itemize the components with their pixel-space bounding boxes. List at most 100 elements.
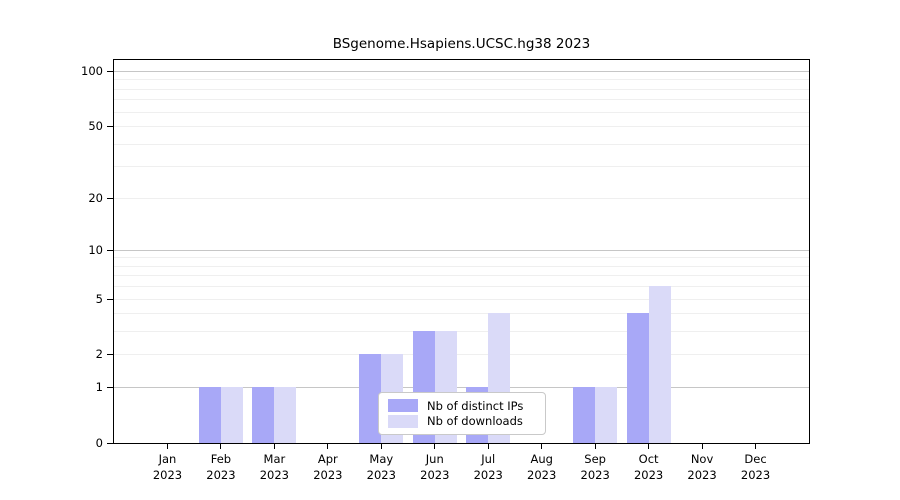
y-tick-label: 2 — [95, 347, 103, 362]
gridline — [114, 387, 809, 389]
x-label-year: 2023 — [366, 467, 396, 482]
x-label-month: Dec — [744, 452, 767, 466]
x-label-year: 2023 — [152, 467, 183, 482]
x-tick-label: Sep 2023 — [555, 452, 635, 483]
gridline — [114, 166, 809, 168]
gridline — [114, 249, 809, 251]
plot-area — [113, 59, 810, 444]
x-label-year: 2023 — [740, 467, 771, 482]
x-tick-label: Oct 2023 — [609, 452, 689, 483]
gridline — [114, 275, 809, 277]
x-label-month: Nov — [690, 452, 714, 466]
x-axis-tick — [273, 444, 275, 449]
x-tick-label: Nov 2023 — [662, 452, 742, 483]
x-label-year: 2023 — [633, 467, 664, 482]
y-axis-tick — [107, 298, 113, 300]
x-label-month: May — [369, 452, 394, 466]
x-label-year: 2023 — [527, 467, 557, 482]
bar-distinct-ips — [252, 387, 275, 443]
y-axis-tick — [107, 126, 113, 128]
y-tick-label: 20 — [88, 190, 103, 205]
y-tick-label: 0 — [95, 436, 103, 450]
gridline — [114, 197, 809, 199]
y-axis-tick — [107, 443, 113, 444]
x-axis-tick — [166, 444, 168, 449]
x-tick-label: Feb 2023 — [181, 452, 261, 483]
gridline — [114, 265, 809, 267]
x-label-month: Sep — [584, 452, 606, 466]
bar-downloads — [274, 387, 297, 443]
gridline — [114, 71, 809, 73]
bar-distinct-ips — [359, 354, 382, 443]
chart-title: BSgenome.Hsapiens.UCSC.hg38 2023 — [332, 36, 591, 52]
bar-downloads — [648, 286, 671, 443]
x-axis-tick — [541, 444, 543, 449]
legend: Nb of distinct IPs Nb of downloads — [378, 392, 546, 435]
gridline — [114, 257, 809, 259]
x-label-year: 2023 — [206, 467, 236, 482]
y-axis-tick — [107, 249, 113, 251]
x-axis-tick — [487, 444, 489, 449]
x-label-year: 2023 — [473, 467, 503, 482]
y-tick-label: 50 — [88, 119, 103, 134]
legend-label-distinct-ips: Nb of distinct IPs — [427, 398, 524, 413]
x-label-month: Aug — [530, 452, 553, 466]
y-tick-label: 1 — [95, 380, 103, 395]
x-label-year: 2023 — [259, 467, 290, 482]
gridline — [114, 99, 809, 101]
gridline — [114, 298, 809, 300]
y-tick-label: 100 — [81, 64, 103, 79]
x-axis-tick — [755, 444, 757, 449]
x-axis-tick — [648, 444, 650, 449]
gridline — [114, 111, 809, 113]
x-label-month: Oct — [638, 452, 659, 466]
bar-distinct-ips — [198, 387, 221, 443]
x-tick-label: Jul 2023 — [448, 452, 528, 483]
legend-swatch-downloads — [388, 414, 418, 428]
bar-distinct-ips — [626, 313, 649, 443]
bar-downloads — [595, 387, 618, 443]
x-label-year: 2023 — [420, 467, 450, 482]
x-label-month: Apr — [317, 452, 338, 466]
x-label-year: 2023 — [313, 467, 343, 482]
x-tick-label: Dec 2023 — [716, 452, 796, 483]
x-axis-tick — [594, 444, 596, 449]
y-axis-tick — [107, 354, 113, 356]
x-label-year: 2023 — [687, 467, 717, 482]
x-axis-tick — [380, 444, 382, 449]
x-label-month: Mar — [263, 452, 286, 466]
x-axis-tick — [220, 444, 222, 449]
y-tick-label: 5 — [95, 291, 103, 306]
legend-item-distinct-ips: Nb of distinct IPs — [388, 399, 536, 413]
gridline — [114, 79, 809, 81]
y-axis-tick — [107, 197, 113, 199]
x-tick-label: Apr 2023 — [288, 452, 368, 483]
x-axis-tick — [701, 444, 703, 449]
x-label-month: Jul — [481, 452, 496, 466]
bar-distinct-ips — [573, 387, 596, 443]
x-label-month: Jun — [425, 452, 444, 466]
gridline — [114, 88, 809, 90]
bar-downloads — [220, 387, 243, 443]
gridline — [114, 313, 809, 315]
x-tick-label: Aug 2023 — [502, 452, 582, 483]
x-axis-tick — [434, 444, 436, 449]
x-label-year: 2023 — [580, 467, 610, 482]
y-axis-tick — [107, 387, 113, 389]
x-tick-label: Jun 2023 — [395, 452, 475, 483]
y-tick-label: 10 — [88, 242, 103, 257]
x-tick-label: Mar 2023 — [234, 452, 314, 483]
gridline — [114, 354, 809, 356]
legend-swatch-distinct-ips — [388, 399, 418, 413]
x-label-month: Feb — [210, 452, 232, 466]
x-label-month: Jan — [158, 452, 177, 466]
x-tick-label: May 2023 — [341, 452, 421, 483]
y-axis-tick — [107, 71, 113, 73]
x-axis-tick — [327, 444, 329, 449]
gridline — [114, 143, 809, 145]
legend-item-downloads: Nb of downloads — [388, 414, 536, 428]
gridline — [114, 126, 809, 128]
gridline — [114, 286, 809, 288]
gridline — [114, 331, 809, 333]
